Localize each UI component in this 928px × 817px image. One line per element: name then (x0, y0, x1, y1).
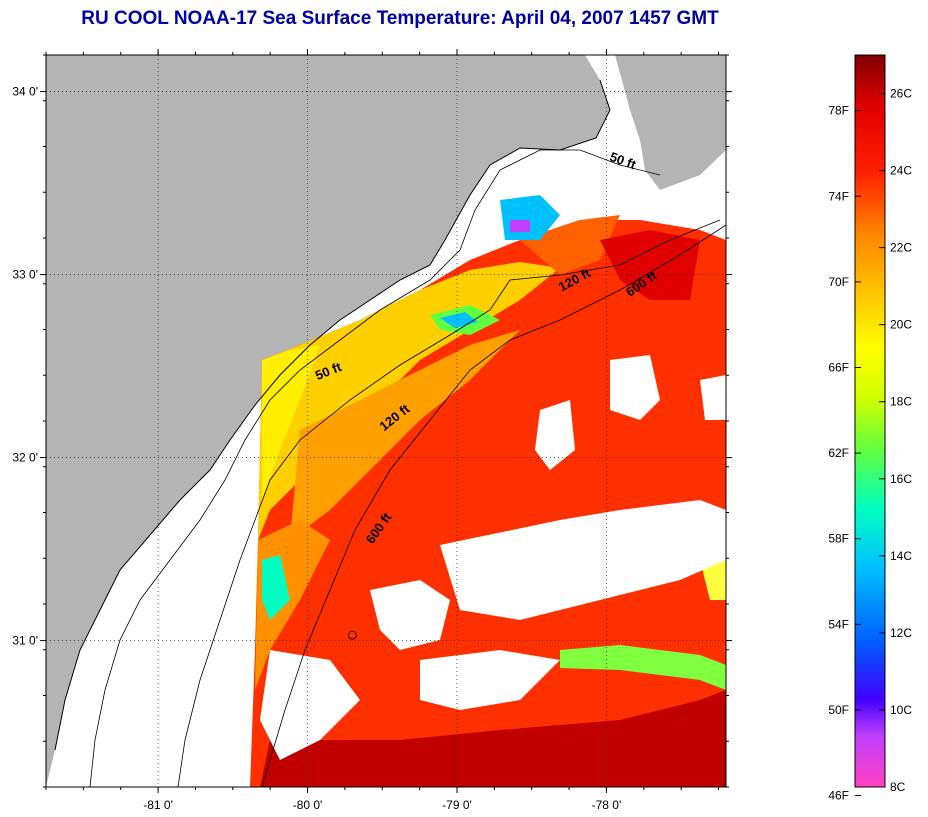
colorbar-f-label: 78F (828, 104, 849, 118)
longitude-axis: -81 0' -80 0' -79 0' -78 0' (45, 49, 720, 812)
colorbar-c-label: 18C (890, 395, 912, 409)
lon-tick-label: -80 0' (293, 798, 323, 812)
land-northeast (615, 55, 726, 190)
map-title: RU COOL NOAA-17 Sea Surface Temperature:… (81, 8, 719, 29)
colorbar-c-label: 16C (890, 472, 912, 486)
colorbar-f-label: 62F (828, 446, 849, 460)
colorbar-c-label: 8C (890, 780, 906, 794)
lat-tick-label: 34 0' (12, 85, 38, 99)
colorbar-f-label: 70F (828, 275, 849, 289)
colorbar-f-label: 66F (828, 360, 849, 374)
lon-tick-label: -78 0' (592, 798, 622, 812)
colorbar-f-label: 74F (828, 189, 849, 203)
contour-50ft (89, 149, 661, 787)
colorbar-c-label: 26C (890, 87, 912, 101)
colorbar-f-label: 46F (828, 789, 849, 803)
coastline (54, 79, 611, 751)
colorbar-c-label: 12C (890, 626, 912, 640)
colorbar-c-label: 10C (890, 703, 912, 717)
colorbar-f-label: 54F (828, 617, 849, 631)
colorbar-c-label: 22C (890, 241, 912, 255)
colorbar-f-label: 50F (828, 703, 849, 717)
lat-tick-label: 33 0' (12, 268, 38, 282)
station-marker (347, 630, 357, 640)
colorbar-f-label: 58F (828, 532, 849, 546)
latitude-axis: 34 0' 33 0' 32 0' 31 0' (12, 54, 732, 788)
colorbar-gradient (854, 54, 886, 788)
lat-tick-label: 32 0' (12, 451, 38, 465)
colorbar-c-label: 24C (890, 164, 912, 178)
land-mass (46, 55, 610, 787)
sst-data-region (250, 195, 726, 787)
contour-120ft (177, 219, 721, 787)
lon-tick-label: -81 0' (143, 798, 173, 812)
lon-tick-label: -79 0' (442, 798, 472, 812)
grid-lines (46, 55, 726, 787)
colorbar-c-label: 14C (890, 549, 912, 563)
colorbar: 78F 74F 70F 66F 62F 58F 54F 50F 46F 26C 24C 22C 20C… (828, 54, 912, 803)
colorbar-c-label: 20C (890, 318, 912, 332)
contour-600ft (261, 224, 726, 787)
cloud-gaps (260, 355, 726, 760)
lat-tick-label: 31 0' (12, 634, 38, 648)
